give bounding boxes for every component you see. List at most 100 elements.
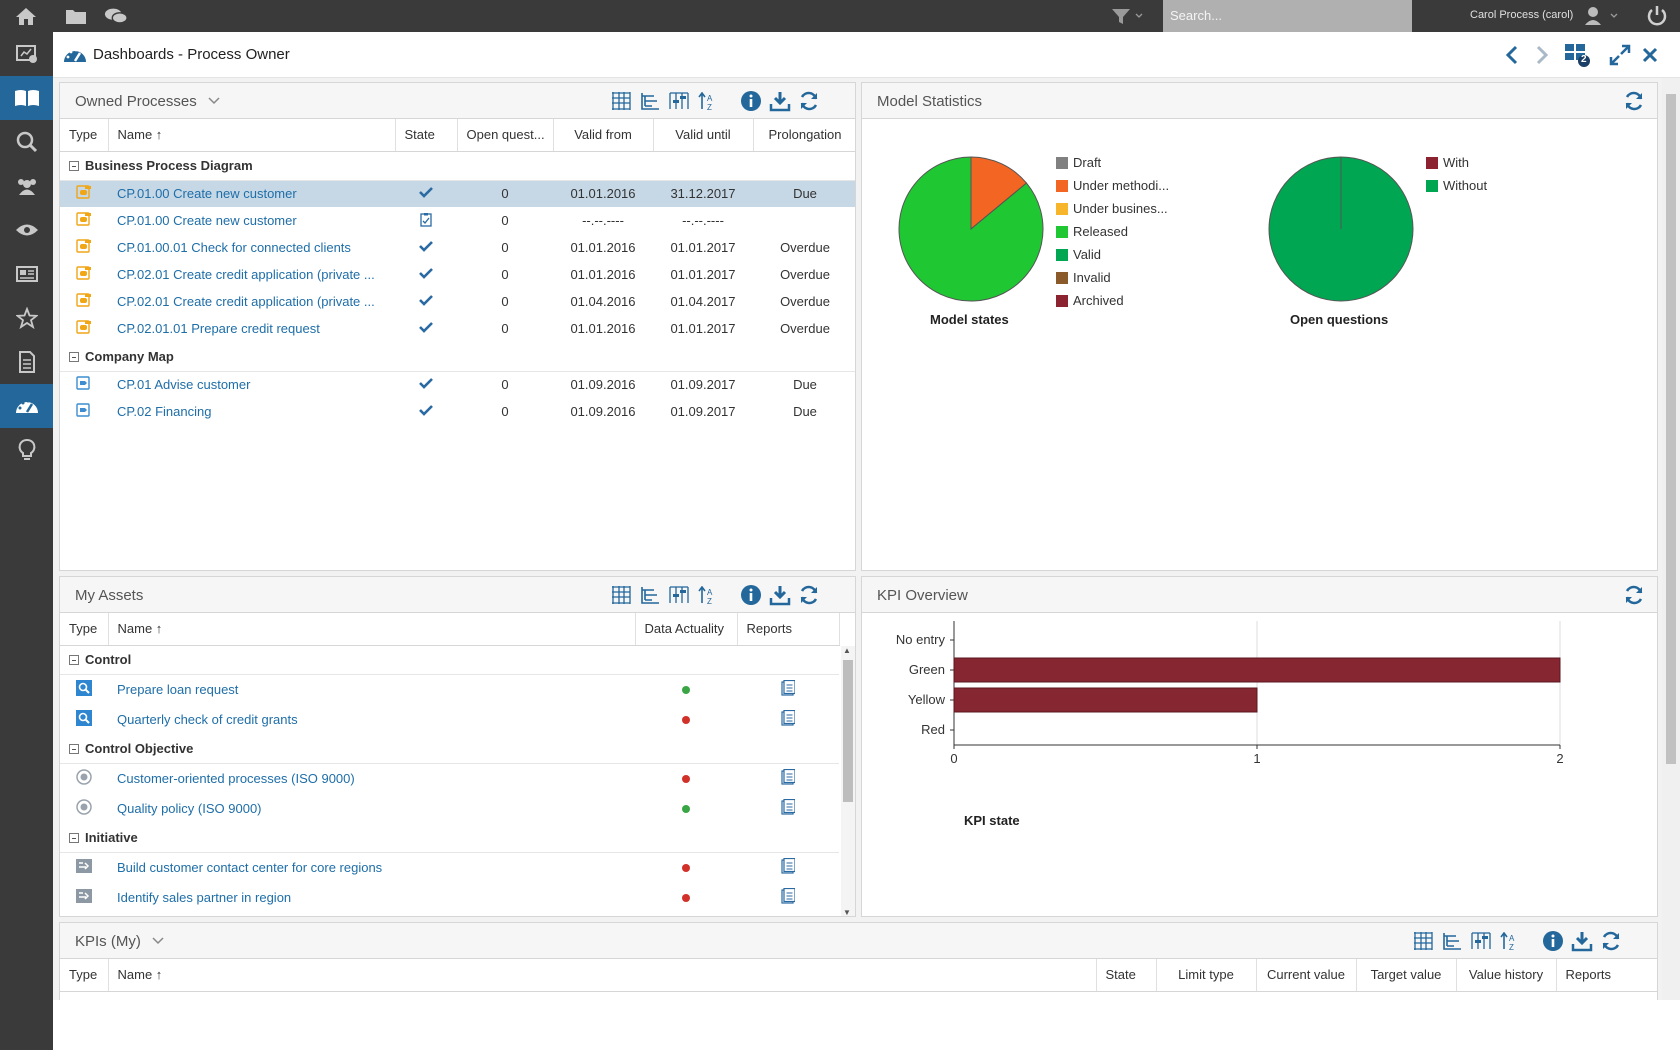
table-row[interactable]: CP.01.00 Create new customer 0 --.--.---… [60, 207, 855, 234]
name-cell[interactable]: CP.01.00 Create new customer [117, 213, 297, 228]
grid-view-icon[interactable] [606, 90, 635, 112]
columns-config-icon[interactable] [664, 90, 693, 112]
owned-processes-title[interactable]: Owned Processes [75, 93, 221, 110]
sidebar-item-users[interactable] [0, 164, 53, 208]
reports-cell[interactable] [737, 763, 839, 793]
group-row[interactable]: Initiative [60, 823, 839, 853]
refresh-icon[interactable] [794, 584, 823, 606]
legend-item[interactable]: Valid [1056, 243, 1169, 266]
download-icon[interactable] [765, 90, 794, 112]
report-icon[interactable] [781, 887, 796, 904]
main-scrollbar-thumb[interactable] [1666, 94, 1676, 764]
user-avatar-icon[interactable] [1584, 4, 1620, 28]
grid-view-icon[interactable] [606, 584, 635, 606]
name-cell[interactable]: CP.02.01 Create credit application (priv… [117, 267, 375, 282]
close-icon[interactable] [1638, 43, 1662, 67]
kpis-my-title[interactable]: KPIs (My) [75, 933, 165, 950]
table-row[interactable]: CP.02.01.01 Prepare credit request 0 01.… [60, 315, 855, 342]
column-header-state[interactable]: State [395, 119, 458, 152]
table-row[interactable]: CP.01.00.01 Check for connected clients … [60, 234, 855, 261]
legend-item[interactable]: Under methodi... [1056, 174, 1169, 197]
pie-slice[interactable] [898, 156, 1044, 302]
column-header-limit-type[interactable]: Limit type [1156, 959, 1257, 992]
table-row[interactable]: Customer-oriented processes (ISO 9000) [60, 763, 839, 793]
sidebar-item-newspaper[interactable] [0, 252, 53, 296]
column-header-prolongation[interactable]: Prolongation [753, 119, 855, 152]
report-icon[interactable] [781, 709, 796, 726]
column-header-type[interactable]: Type [60, 613, 109, 646]
legend-item[interactable]: With [1426, 151, 1487, 174]
chat-icon[interactable] [104, 4, 128, 28]
column-header-reports[interactable]: Reports [1556, 959, 1657, 992]
table-row[interactable]: CP.01 Advise customer 0 01.09.2016 01.09… [60, 371, 855, 398]
collapse-icon[interactable] [69, 655, 79, 665]
report-icon[interactable] [781, 857, 796, 874]
column-header-open-questions[interactable]: Open quest... [457, 119, 554, 152]
table-row[interactable]: Quality policy (ISO 9000) [60, 793, 839, 823]
info-icon[interactable] [736, 584, 765, 606]
name-cell[interactable]: CP.01 Advise customer [117, 377, 251, 393]
column-header-name[interactable]: Name ↑ [108, 613, 636, 646]
collapse-icon[interactable] [69, 832, 79, 843]
chevron-down-icon[interactable] [151, 936, 165, 946]
report-icon[interactable] [781, 798, 796, 815]
name-cell[interactable]: Customer-oriented processes (ISO 9000) [117, 770, 355, 786]
chevron-down-icon[interactable] [207, 96, 221, 106]
collapse-icon[interactable] [69, 351, 79, 362]
dashboards-grid-icon[interactable]: 2 [1563, 43, 1593, 67]
legend-item[interactable]: Under busines... [1056, 197, 1169, 220]
refresh-icon[interactable] [1596, 930, 1625, 952]
columns-config-icon[interactable] [664, 584, 693, 606]
assets-scrollbar[interactable]: ▲ ▼ [841, 646, 855, 916]
model-states-pie[interactable] [897, 155, 1045, 303]
column-header-name[interactable]: Name ↑ [108, 119, 396, 152]
search-input[interactable]: Search... [1163, 0, 1412, 32]
legend-item[interactable]: Invalid [1056, 266, 1169, 289]
table-row[interactable]: Identify sales partner in region [60, 882, 839, 912]
column-header-valid-until[interactable]: Valid until [653, 119, 754, 152]
group-row[interactable]: Control [60, 645, 839, 675]
sidebar-item-lightbulb[interactable] [0, 428, 53, 472]
table-row[interactable]: Build customer contact center for core r… [60, 852, 839, 882]
name-cell[interactable]: CP.01.00.01 Check for connected clients [117, 240, 351, 255]
name-cell[interactable]: Identify sales partner in region [117, 889, 292, 905]
group-row[interactable]: Business Process Diagram [60, 151, 855, 181]
column-header-valid-from[interactable]: Valid from [553, 119, 654, 152]
legend-item[interactable]: Draft [1056, 151, 1169, 174]
legend-item[interactable]: Archived [1056, 289, 1169, 312]
assets-scrollbar-thumb[interactable] [843, 660, 853, 802]
user-name[interactable]: Carol Process (carol) [1470, 9, 1574, 21]
group-row[interactable]: Control Objective [60, 734, 839, 764]
table-row[interactable]: Prepare loan request [60, 674, 839, 704]
info-icon[interactable] [736, 90, 765, 112]
column-header-target-value[interactable]: Target value [1356, 959, 1457, 992]
reports-cell[interactable] [737, 882, 839, 912]
table-row[interactable]: CP.02.01 Create credit application (priv… [60, 288, 855, 315]
name-cell[interactable]: Prepare loan request [117, 681, 239, 697]
tree-view-icon[interactable] [635, 584, 664, 606]
info-icon[interactable] [1538, 930, 1567, 952]
open-questions-pie[interactable] [1267, 155, 1415, 303]
sidebar-item-star[interactable] [0, 296, 53, 340]
tree-view-icon[interactable] [635, 90, 664, 112]
grid-view-icon[interactable] [1408, 930, 1437, 952]
name-cell[interactable]: Quarterly check of credit grants [117, 711, 298, 727]
reports-cell[interactable] [737, 793, 839, 823]
name-cell[interactable]: Build customer contact center for core r… [117, 859, 383, 875]
reports-cell[interactable] [737, 852, 839, 882]
column-header-state[interactable]: State [1096, 959, 1157, 992]
sidebar-item-book[interactable] [0, 76, 53, 120]
reports-cell[interactable] [737, 674, 839, 704]
power-icon[interactable] [1645, 4, 1669, 28]
sidebar-item-eye[interactable] [0, 208, 53, 252]
columns-config-icon[interactable] [1466, 930, 1495, 952]
home-icon[interactable] [14, 4, 38, 28]
collapse-icon[interactable] [69, 743, 79, 754]
expand-icon[interactable] [1608, 43, 1632, 67]
refresh-icon[interactable] [1621, 584, 1647, 606]
column-header-name[interactable]: Name ↑ [108, 959, 1097, 992]
folder-icon[interactable] [64, 4, 88, 28]
